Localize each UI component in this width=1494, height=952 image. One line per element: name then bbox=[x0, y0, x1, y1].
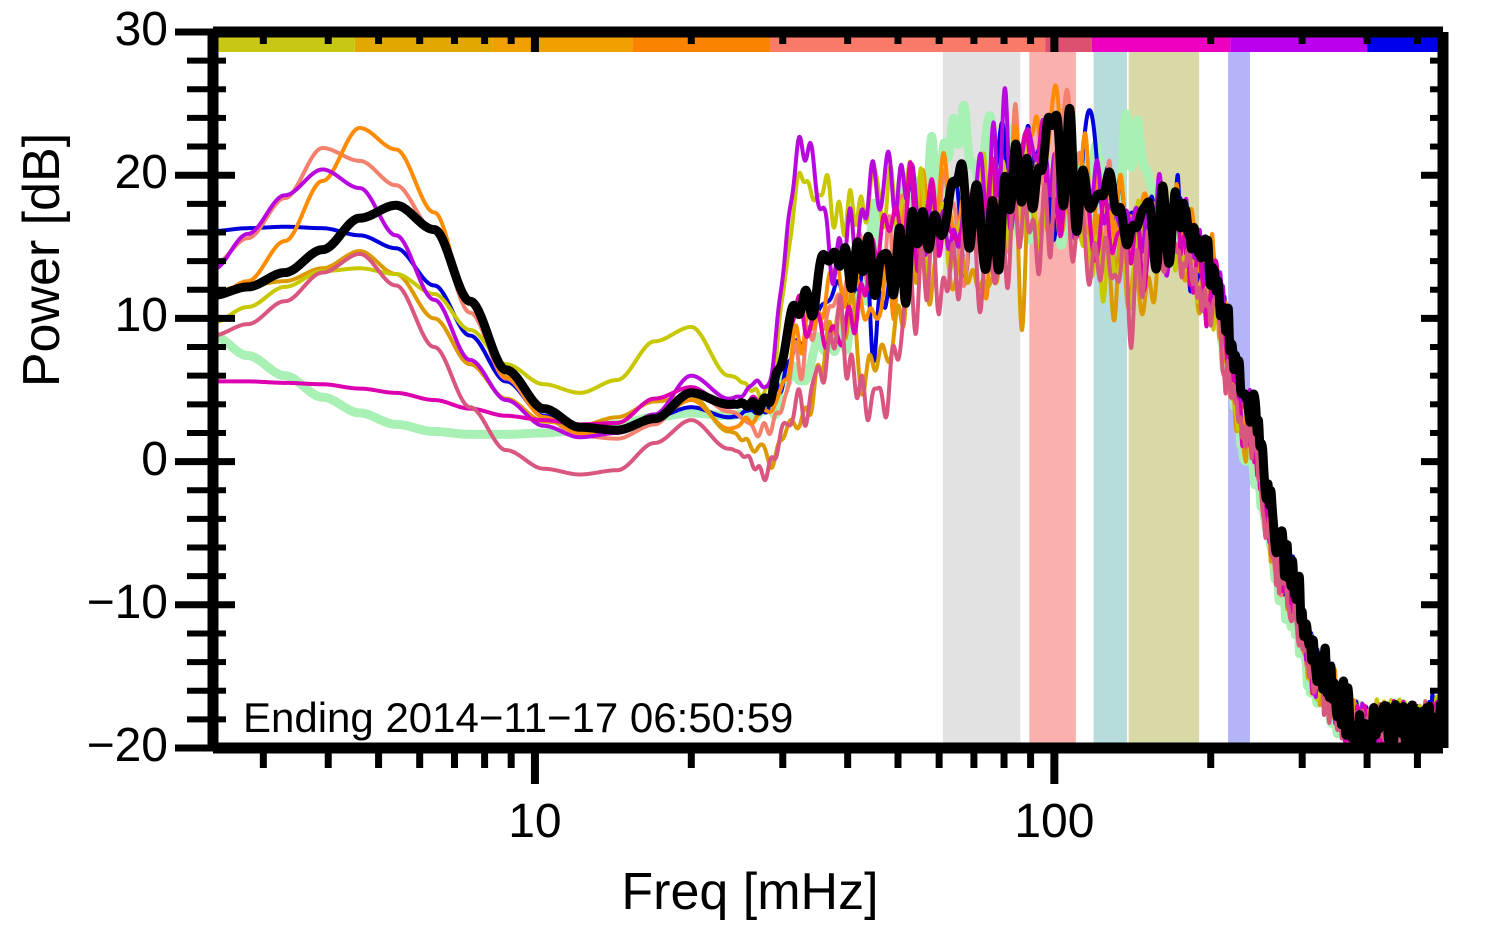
y-tick-label: 20 bbox=[114, 146, 168, 200]
y-tick-label: 30 bbox=[114, 3, 168, 56]
colorbar-segment-0 bbox=[213, 37, 355, 52]
x-tick-label: 10 bbox=[508, 795, 562, 848]
curve-spectrum-olive bbox=[213, 140, 1443, 747]
top-colorbar bbox=[213, 37, 1443, 52]
y-tick-label: 0 bbox=[141, 432, 168, 486]
ending-timestamp-annotation: Ending 2014−11−17 06:50:59 bbox=[243, 693, 794, 741]
y-tick-label: 10 bbox=[114, 289, 168, 343]
curve-mean-spectrum bbox=[213, 103, 1443, 748]
axis-frame bbox=[175, 26, 1449, 784]
colorbar-segment-8 bbox=[1367, 37, 1443, 52]
colorbar-segment-7 bbox=[1230, 37, 1368, 52]
colorbar-segment-1 bbox=[354, 37, 493, 52]
colorbar-segment-6 bbox=[1091, 37, 1231, 52]
y-tick-label: −20 bbox=[86, 719, 168, 772]
y-tick-label: −10 bbox=[86, 575, 168, 629]
colorbar-segment-2 bbox=[492, 37, 633, 52]
colorbar-segment-3 bbox=[632, 37, 771, 52]
x-tick-label: 100 bbox=[1014, 795, 1095, 848]
spectrum-curves bbox=[213, 83, 1443, 748]
x-axis-label: Freq [mHz] bbox=[621, 863, 879, 921]
curve-spectrum-rose bbox=[213, 148, 1443, 746]
